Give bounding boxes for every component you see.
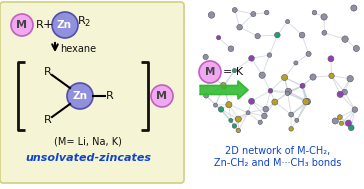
Circle shape [67, 83, 93, 109]
Point [282, 76, 288, 79]
Point [332, 119, 338, 122]
Point [294, 119, 300, 122]
Point [220, 84, 226, 87]
Point [203, 55, 209, 58]
Point [299, 85, 305, 88]
Point [288, 127, 294, 130]
Point [351, 6, 357, 9]
Point [328, 57, 334, 60]
Point [337, 116, 343, 119]
Circle shape [11, 14, 33, 36]
Text: Zn: Zn [56, 20, 71, 30]
Point [303, 100, 309, 103]
Text: (M= Li, Na, K): (M= Li, Na, K) [54, 137, 122, 147]
Point [310, 76, 316, 79]
Point [203, 94, 209, 97]
Text: Zn-CH₂ and M···CH₃ bonds: Zn-CH₂ and M···CH₃ bonds [214, 158, 342, 168]
Point [236, 118, 241, 121]
Point [299, 34, 305, 37]
Point [255, 35, 261, 38]
Point [306, 52, 312, 55]
Point [207, 73, 213, 76]
Point [285, 90, 291, 93]
Point [337, 93, 343, 96]
Text: R: R [106, 91, 114, 101]
Point [263, 108, 269, 111]
Text: unsolvated-zincates: unsolvated-zincates [25, 153, 151, 163]
Text: R: R [78, 16, 86, 26]
Text: R: R [44, 67, 52, 77]
Point [213, 104, 218, 107]
FancyBboxPatch shape [0, 2, 184, 183]
Point [339, 122, 344, 125]
Point [353, 47, 359, 50]
Point [249, 57, 254, 60]
Text: R: R [44, 115, 52, 125]
Point [329, 74, 335, 77]
Point [250, 13, 256, 16]
Point [285, 20, 290, 23]
Point [342, 91, 348, 94]
Point [215, 36, 221, 39]
Point [264, 11, 270, 14]
Point [347, 77, 353, 80]
Point [266, 53, 272, 57]
Polygon shape [200, 81, 248, 99]
Text: +: + [43, 19, 53, 32]
Point [272, 101, 278, 104]
Point [257, 121, 263, 124]
Text: Zn: Zn [72, 91, 87, 101]
Point [300, 84, 305, 87]
Point [268, 89, 273, 92]
Circle shape [52, 12, 78, 38]
Point [221, 85, 227, 88]
Text: M: M [157, 91, 167, 101]
Point [345, 122, 351, 125]
Point [209, 13, 214, 16]
Point [218, 108, 224, 111]
Point [228, 119, 234, 122]
Text: 2D network of M-CH₂,: 2D network of M-CH₂, [225, 146, 331, 156]
Text: M: M [16, 20, 28, 30]
Circle shape [199, 61, 221, 83]
Point [288, 113, 294, 116]
Point [312, 11, 317, 14]
Point [293, 61, 299, 64]
Point [352, 108, 358, 111]
Text: 2: 2 [84, 19, 89, 29]
Text: M: M [205, 67, 215, 77]
Point [321, 15, 327, 19]
Point [245, 111, 251, 114]
Point [232, 69, 237, 72]
Text: = K: = K [223, 67, 243, 77]
Point [228, 47, 234, 50]
Point [342, 38, 348, 41]
Point [305, 100, 310, 103]
Point [259, 74, 265, 77]
Text: hexane: hexane [60, 44, 96, 54]
Point [348, 126, 354, 129]
Point [236, 129, 241, 132]
Point [249, 100, 254, 103]
Point [261, 114, 267, 117]
Point [226, 103, 232, 106]
Text: R: R [36, 20, 44, 30]
Point [305, 101, 311, 104]
Point [321, 31, 327, 34]
Circle shape [151, 85, 173, 107]
Point [232, 125, 237, 128]
Point [285, 92, 290, 95]
Point [232, 9, 238, 12]
Point [274, 33, 280, 36]
Point [237, 26, 242, 29]
